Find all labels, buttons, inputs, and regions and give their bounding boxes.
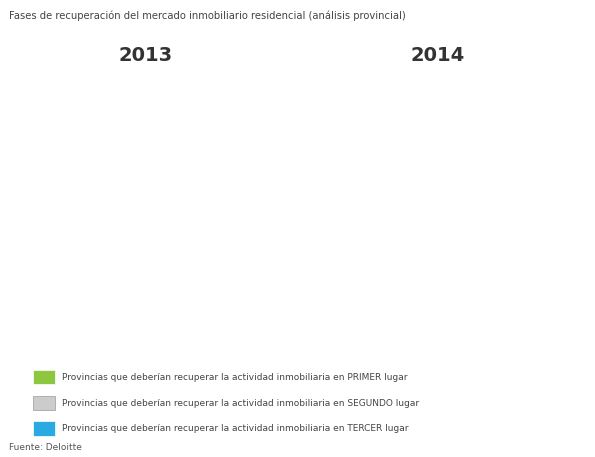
Text: Fuente: Deloitte: Fuente: Deloitte xyxy=(9,442,82,452)
Text: 2014: 2014 xyxy=(410,46,465,65)
Text: Provincias que deberían recuperar la actividad inmobiliaria en SEGUNDO lugar: Provincias que deberían recuperar la act… xyxy=(62,399,419,408)
Text: 2013: 2013 xyxy=(119,46,173,65)
Text: Provincias que deberían recuperar la actividad inmobiliaria en PRIMER lugar: Provincias que deberían recuperar la act… xyxy=(62,372,408,382)
Text: Fases de recuperación del mercado inmobiliario residencial (análisis provincial): Fases de recuperación del mercado inmobi… xyxy=(9,11,406,21)
Text: Provincias que deberían recuperar la actividad inmobiliaria en TERCER lugar: Provincias que deberían recuperar la act… xyxy=(62,424,409,433)
